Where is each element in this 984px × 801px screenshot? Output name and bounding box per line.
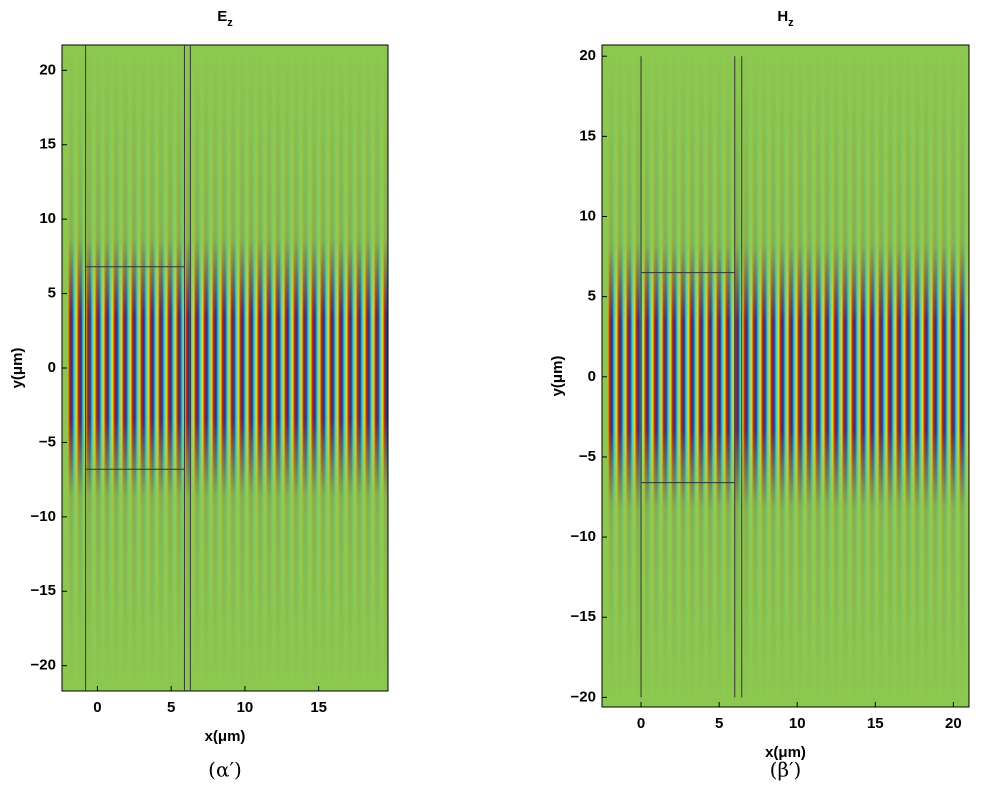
title-main: H: [777, 8, 788, 25]
chart-title: Ez: [217, 8, 233, 29]
y-axis-label: y(μm): [9, 348, 26, 389]
title-main: E: [217, 8, 227, 25]
y-tick-label: 10: [579, 207, 596, 224]
y-tick-label: −20: [571, 688, 596, 705]
caption: (α′): [208, 758, 242, 782]
chart-title: Hz: [777, 8, 794, 29]
x-tick-label: 20: [945, 715, 962, 732]
y-tick-label: −20: [31, 657, 56, 674]
y-tick-label: −5: [579, 448, 596, 465]
x-tick-label: 10: [789, 715, 806, 732]
y-tick-label: 20: [579, 47, 596, 64]
x-tick-label: 10: [237, 699, 254, 716]
x-tick-label: 5: [167, 699, 175, 716]
y-tick-label: −15: [571, 608, 596, 625]
x-tick-label: 5: [715, 715, 723, 732]
field-pattern: [608, 45, 969, 707]
y-tick-label: −5: [39, 433, 56, 450]
title-subscript: z: [227, 17, 233, 29]
y-tick-label: 15: [579, 127, 596, 144]
y-tick-label: −10: [31, 508, 56, 525]
y-axis-label: y(μm): [549, 356, 566, 397]
y-tick-label: 20: [39, 61, 56, 78]
x-axis-label: x(μm): [765, 744, 806, 761]
field-pattern: [68, 45, 388, 691]
title-subscript: z: [788, 17, 794, 29]
x-axis-label: x(μm): [205, 728, 246, 745]
x-tick-label: 0: [637, 715, 645, 732]
x-tick-label: 0: [93, 699, 101, 716]
x-tick-label: 15: [310, 699, 327, 716]
y-tick-label: 10: [39, 210, 56, 227]
y-tick-label: 5: [48, 285, 56, 302]
y-tick-label: −10: [571, 528, 596, 545]
y-tick-label: 0: [588, 368, 596, 385]
x-tick-label: 15: [867, 715, 884, 732]
y-tick-label: −15: [31, 582, 56, 599]
y-tick-label: 5: [588, 288, 596, 305]
frame: [601, 44, 970, 708]
caption: (β′): [770, 758, 802, 782]
y-tick-label: 0: [48, 359, 56, 376]
y-tick-label: 15: [39, 136, 56, 153]
